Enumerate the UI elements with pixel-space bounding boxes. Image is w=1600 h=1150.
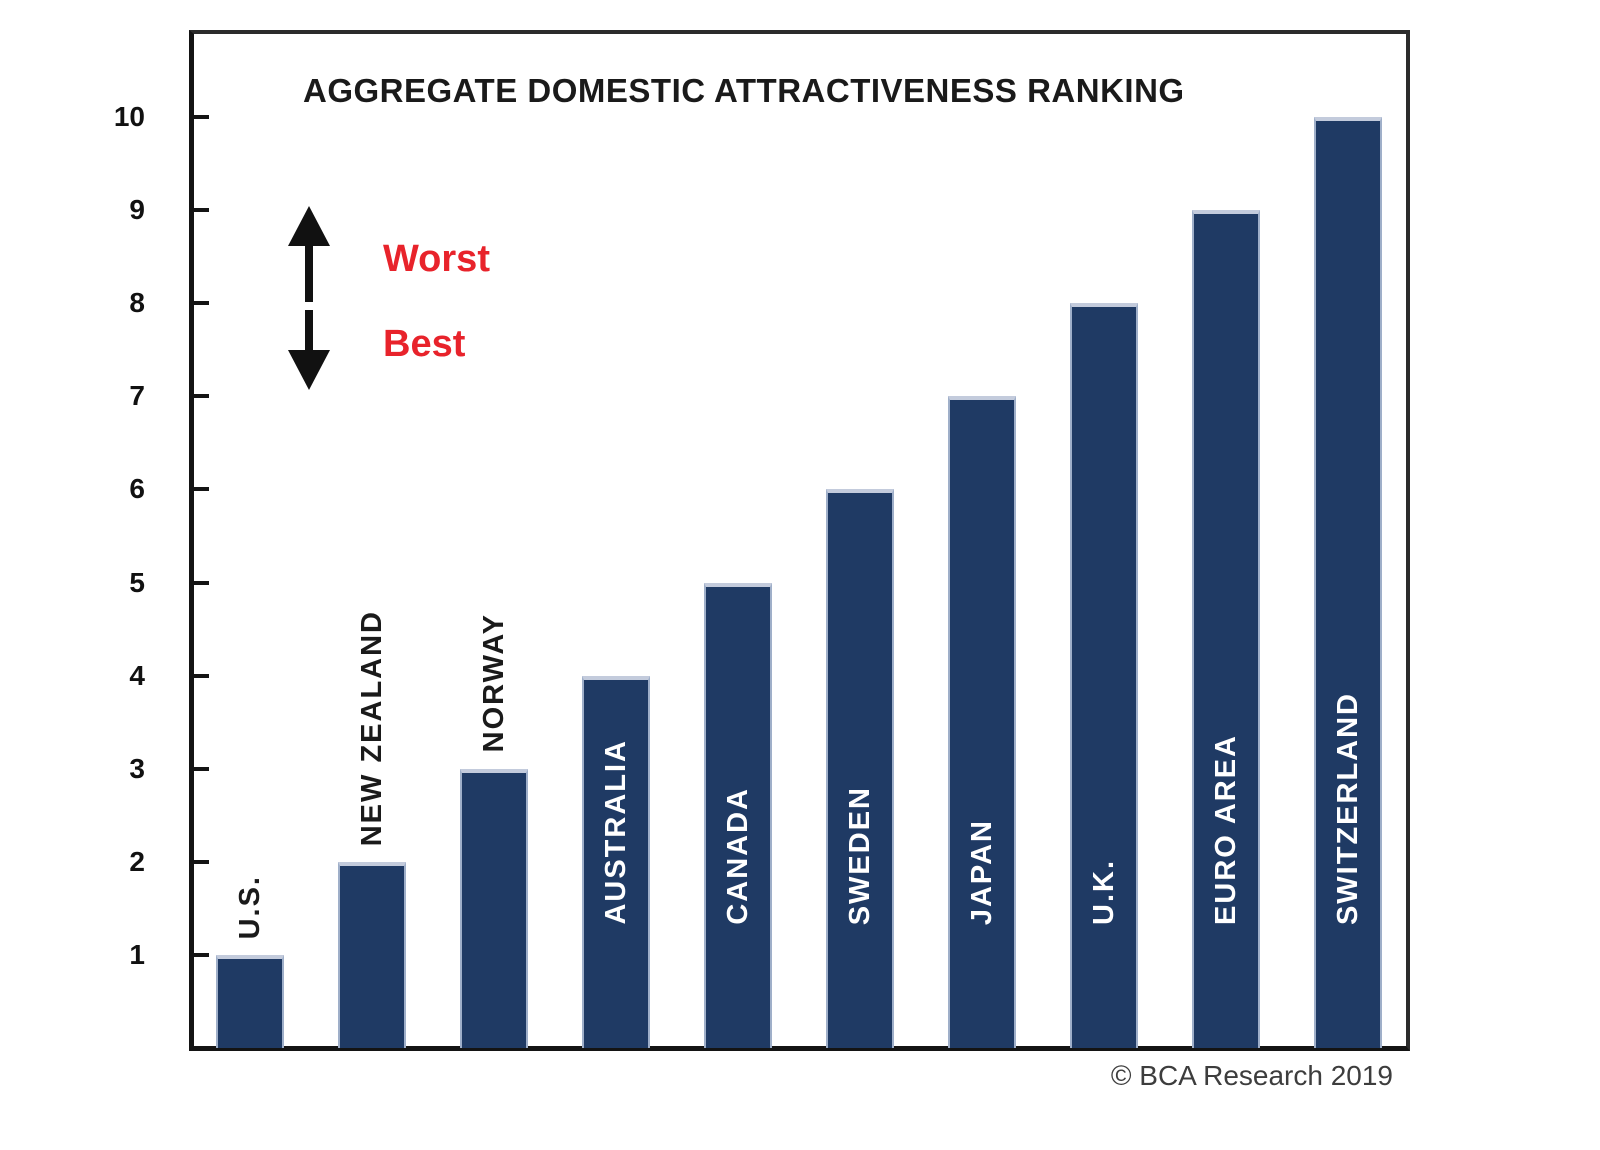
- y-axis-tick-label: 1: [129, 938, 145, 970]
- arrow-down-icon: [288, 310, 330, 390]
- y-axis-tick: [194, 766, 209, 771]
- bar-label: CANADA: [722, 787, 754, 925]
- bar-euro-area: [1192, 210, 1260, 1048]
- y-axis-tick: [194, 115, 209, 119]
- y-axis-tick: [194, 394, 209, 399]
- bar-label: NEW ZEALAND: [356, 609, 388, 846]
- bar-label: SWEDEN: [844, 785, 876, 925]
- bar-label: SWITZERLAND: [1332, 691, 1364, 925]
- y-axis-tick-label: 9: [129, 194, 145, 226]
- bar-label: EURO AREA: [1210, 734, 1242, 925]
- arrow-up-icon: [288, 206, 330, 302]
- y-axis-tick: [194, 952, 209, 957]
- bar-norway: [460, 768, 528, 1048]
- chart-title: AGGREGATE DOMESTIC ATTRACTIVENESS RANKIN…: [303, 72, 1185, 109]
- bar-label: U.K.: [1088, 859, 1120, 925]
- worst-label: Worst: [383, 238, 490, 280]
- bar-label: U.S.: [234, 874, 266, 939]
- y-axis-tick-label: 3: [129, 752, 145, 784]
- y-axis-tick-label: 8: [129, 287, 145, 319]
- bar-u-s: [216, 954, 284, 1048]
- y-axis-tick: [194, 301, 209, 306]
- bar-switzerland: [1314, 117, 1382, 1048]
- bar-label: NORWAY: [478, 613, 510, 753]
- y-axis-tick-label: 5: [129, 566, 145, 598]
- y-axis-tick-label: 2: [129, 845, 145, 877]
- bar-japan: [948, 396, 1016, 1048]
- y-axis-tick-label: 10: [113, 101, 145, 132]
- y-axis-tick: [194, 487, 209, 492]
- bar-label: JAPAN: [966, 818, 998, 925]
- bar-australia: [582, 675, 650, 1048]
- bar-label: AUSTRALIA: [600, 739, 632, 925]
- bar-new-zealand: [338, 861, 406, 1048]
- bar-canada: [704, 582, 772, 1048]
- y-axis-tick-label: 7: [129, 380, 145, 412]
- y-axis-tick-label: 6: [129, 473, 145, 505]
- y-axis-tick: [194, 580, 209, 585]
- copyright-credit: © BCA Research 2019: [1110, 1060, 1393, 1091]
- bar-u-k: [1070, 303, 1138, 1048]
- y-axis-tick: [194, 208, 209, 213]
- y-axis-tick: [194, 673, 209, 678]
- bar-sweden: [826, 489, 894, 1048]
- y-axis-tick-label: 4: [129, 659, 145, 691]
- best-label: Best: [383, 323, 466, 365]
- y-axis-tick: [194, 859, 209, 864]
